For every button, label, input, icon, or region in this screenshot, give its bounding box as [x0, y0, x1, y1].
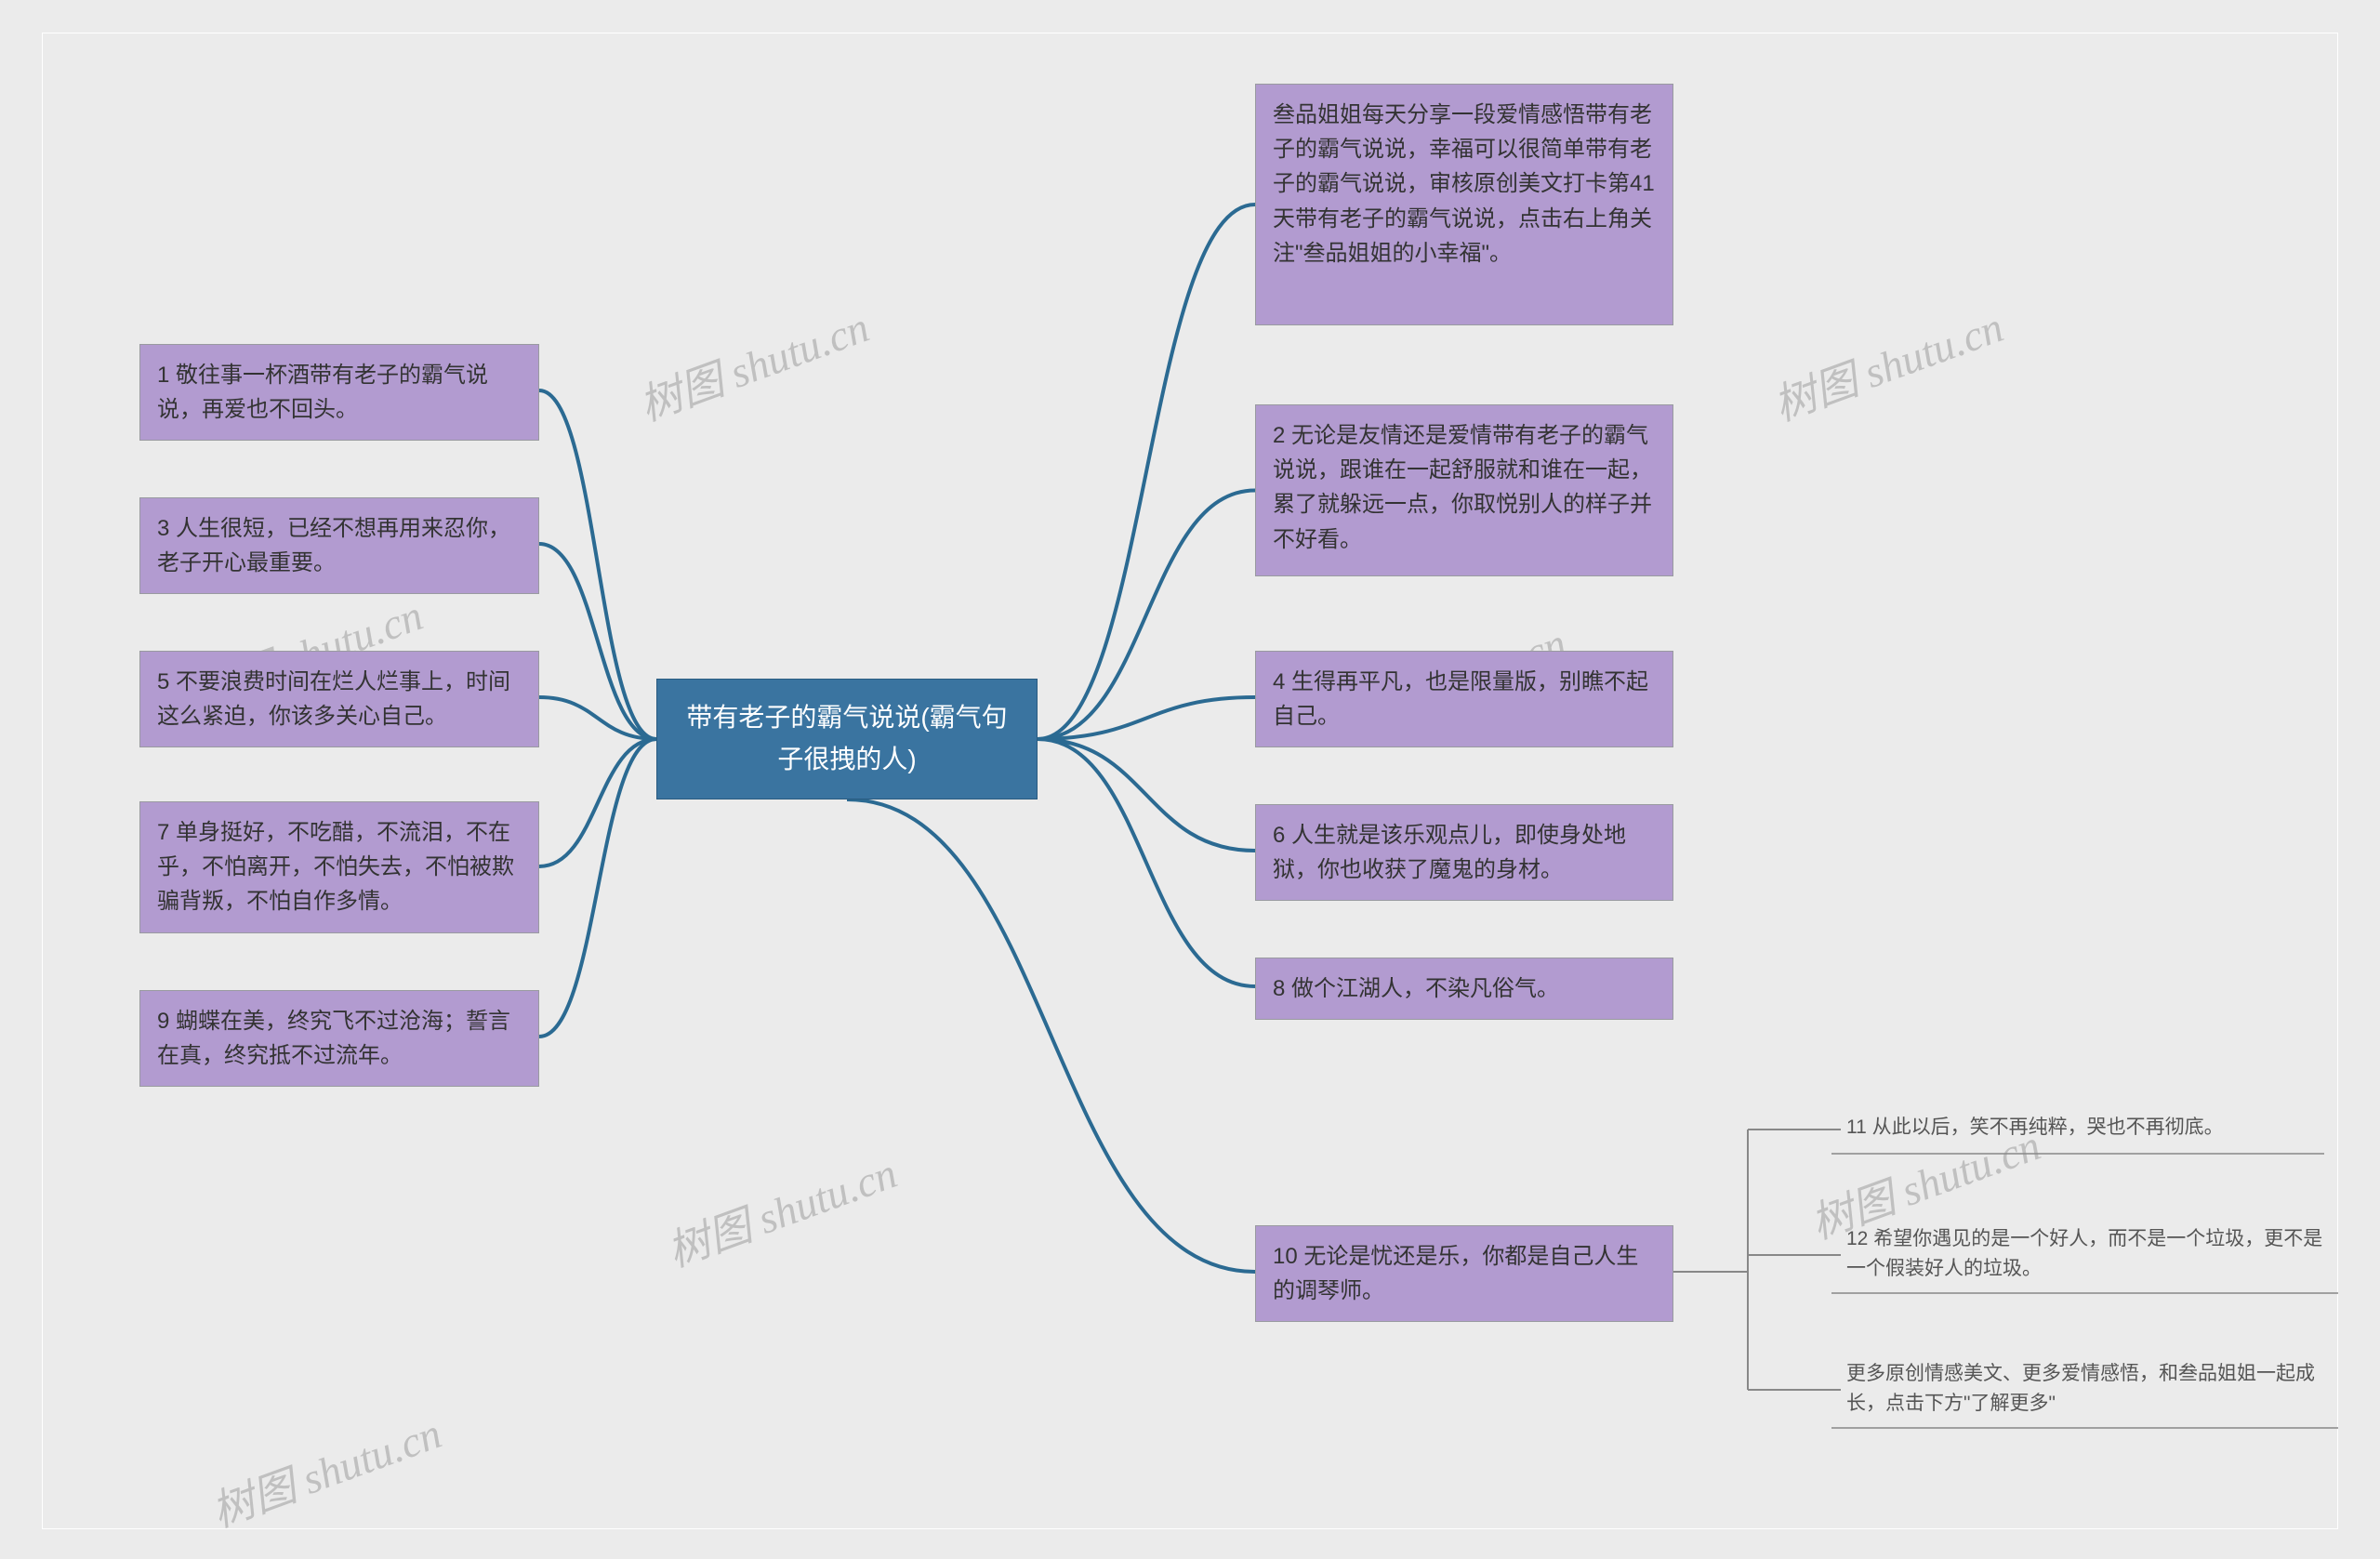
sub-node-2-text: 更多原创情感美文、更多爱情感悟，和叁品姐姐一起成长，点击下方"了解更多": [1846, 1363, 2315, 1414]
right-node-4-text: 8 做个江湖人，不染凡俗气。: [1273, 976, 1559, 1001]
center-node: 带有老子的霸气说说(霸气句子很拽的人): [656, 679, 1038, 799]
right-node-3: 6 人生就是该乐观点儿，即使身处地狱，你也收获了魔鬼的身材。: [1255, 804, 1673, 901]
right-node-1-text: 2 无论是友情还是爱情带有老子的霸气说说，跟谁在一起舒服就和谁在一起，累了就躲远…: [1273, 423, 1652, 552]
left-node-4: 9 蝴蝶在美，终究飞不过沧海；誓言在真，终究抵不过流年。: [139, 990, 539, 1087]
left-node-4-text: 9 蝴蝶在美，终究飞不过沧海；誓言在真，终究抵不过流年。: [157, 1009, 510, 1068]
right-node-3-text: 6 人生就是该乐观点儿，即使身处地狱，你也收获了魔鬼的身材。: [1273, 823, 1626, 882]
sub-node-0-text: 11 从此以后，笑不再纯粹，哭也不再彻底。: [1846, 1116, 2224, 1138]
right-node-2-text: 4 生得再平凡，也是限量版，别瞧不起自己。: [1273, 669, 1648, 729]
left-node-1-text: 3 人生很短，已经不想再用来忍你，老子开心最重要。: [157, 516, 510, 575]
sub-node-2: 更多原创情感美文、更多爱情感悟，和叁品姐姐一起成长，点击下方"了解更多": [1841, 1357, 2338, 1422]
left-node-0-text: 1 敬往事一杯酒带有老子的霸气说说，再爱也不回头。: [157, 363, 488, 422]
right-node-5: 10 无论是忧还是乐，你都是自己人生的调琴师。: [1255, 1225, 1673, 1322]
left-node-3-text: 7 单身挺好，不吃醋，不流泪，不在乎，不怕离开，不怕失去，不怕被欺骗背叛，不怕自…: [157, 820, 514, 914]
mindmap-canvas: 树图 shutu.cn树图 shutu.cn树图 shutu.cn树图 shut…: [0, 0, 2380, 1559]
right-node-0-text: 叁品姐姐每天分享一段爱情感悟带有老子的霸气说说，幸福可以很简单带有老子的霸气说说…: [1273, 102, 1655, 266]
left-node-2: 5 不要浪费时间在烂人烂事上，时间这么紧迫，你该多关心自己。: [139, 651, 539, 747]
right-node-2: 4 生得再平凡，也是限量版，别瞧不起自己。: [1255, 651, 1673, 747]
left-node-0: 1 敬往事一杯酒带有老子的霸气说说，再爱也不回头。: [139, 344, 539, 441]
left-node-2-text: 5 不要浪费时间在烂人烂事上，时间这么紧迫，你该多关心自己。: [157, 669, 510, 729]
left-node-3: 7 单身挺好，不吃醋，不流泪，不在乎，不怕离开，不怕失去，不怕被欺骗背叛，不怕自…: [139, 801, 539, 933]
right-node-4: 8 做个江湖人，不染凡俗气。: [1255, 958, 1673, 1020]
right-node-5-text: 10 无论是忧还是乐，你都是自己人生的调琴师。: [1273, 1244, 1638, 1303]
sub-node-1: 12 希望你遇见的是一个好人，而不是一个垃圾，更不是一个假装好人的垃圾。: [1841, 1222, 2338, 1288]
right-node-0: 叁品姐姐每天分享一段爱情感悟带有老子的霸气说说，幸福可以很简单带有老子的霸气说说…: [1255, 84, 1673, 325]
sub-node-0: 11 从此以后，笑不再纯粹，哭也不再彻底。: [1841, 1111, 2324, 1148]
sub-node-1-text: 12 希望你遇见的是一个好人，而不是一个垃圾，更不是一个假装好人的垃圾。: [1846, 1228, 2322, 1279]
right-node-1: 2 无论是友情还是爱情带有老子的霸气说说，跟谁在一起舒服就和谁在一起，累了就躲远…: [1255, 404, 1673, 576]
outer-frame: [42, 33, 2338, 1529]
center-text: 带有老子的霸气说说(霸气句子很拽的人): [674, 697, 1020, 781]
left-node-1: 3 人生很短，已经不想再用来忍你，老子开心最重要。: [139, 497, 539, 594]
